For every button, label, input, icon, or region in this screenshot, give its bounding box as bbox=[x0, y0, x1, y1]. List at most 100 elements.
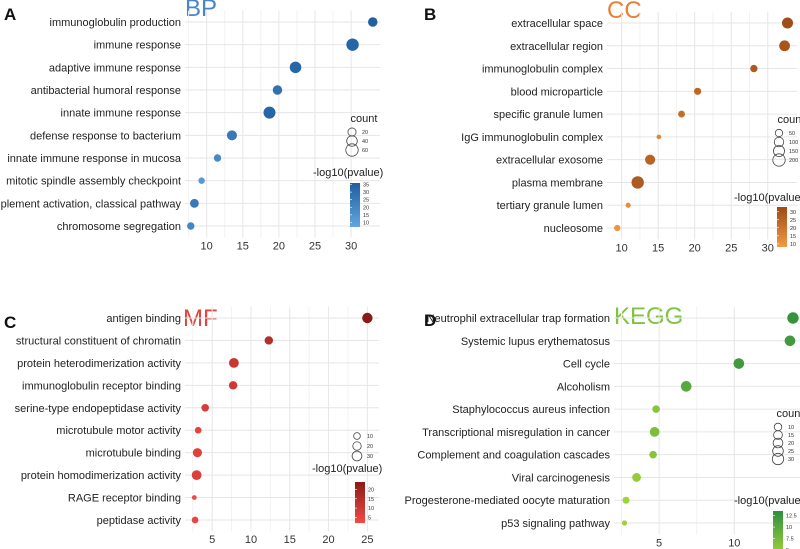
size-legend-label: 10 bbox=[367, 434, 373, 440]
data-point bbox=[622, 496, 630, 504]
data-point bbox=[787, 312, 799, 324]
category-label: mitotic spindle assembly checkpoint bbox=[6, 176, 181, 188]
category-label: extracellular space bbox=[511, 18, 603, 30]
x-tick-label: 30 bbox=[345, 240, 357, 252]
x-tick-label: 25 bbox=[361, 534, 373, 546]
category-label: defense response to bacterium bbox=[30, 130, 181, 142]
size-legend-label: 15 bbox=[788, 433, 794, 439]
x-tick-label: 25 bbox=[725, 242, 737, 254]
category-label: protein heterodimerization activity bbox=[17, 358, 181, 370]
color-legend-title: -log10(pvalue) bbox=[734, 192, 800, 204]
category-label: immune response bbox=[94, 40, 181, 52]
color-legend-label: 10 bbox=[363, 220, 369, 226]
color-legend-label: 12.5 bbox=[786, 514, 797, 520]
x-tick-label: 5 bbox=[209, 534, 215, 546]
size-legend-symbol bbox=[771, 452, 785, 466]
color-legend-label: 20 bbox=[368, 487, 374, 493]
x-tick-label: 20 bbox=[273, 240, 285, 252]
color-legend-title: -log10(pvalue) bbox=[734, 495, 800, 507]
data-point bbox=[226, 130, 237, 141]
data-point bbox=[625, 202, 631, 208]
size-legend-label: 20 bbox=[362, 130, 368, 136]
category-label: specific granule lumen bbox=[494, 109, 603, 121]
category-label: Transcriptional misregulation in cancer bbox=[422, 427, 610, 439]
data-point bbox=[213, 154, 222, 162]
size-legend-symbol bbox=[345, 143, 359, 157]
data-point bbox=[614, 224, 621, 232]
category-label: Complement and coagulation cascades bbox=[417, 450, 610, 462]
size-legend-symbol bbox=[772, 153, 786, 167]
data-point bbox=[228, 381, 238, 390]
category-label: microtubule binding bbox=[86, 448, 181, 460]
size-legend-symbol bbox=[352, 441, 362, 451]
size-legend-label: 20 bbox=[367, 444, 373, 450]
category-label: immunoglobulin receptor binding bbox=[22, 380, 181, 392]
x-tick-label: 15 bbox=[652, 242, 664, 254]
size-legend-label: 150 bbox=[789, 149, 798, 155]
size-legend-symbol bbox=[773, 430, 783, 440]
size-legend-symbol bbox=[346, 135, 358, 147]
size-legend-symbol bbox=[772, 445, 784, 457]
data-point bbox=[649, 427, 660, 437]
size-legend-symbol bbox=[773, 422, 783, 432]
color-legend-label: 30 bbox=[363, 190, 369, 196]
data-point bbox=[189, 198, 199, 208]
category-label: serine-type endopeptidase activity bbox=[15, 403, 182, 415]
size-legend-symbol bbox=[773, 145, 785, 157]
category-label: blood microparticle bbox=[511, 86, 603, 98]
category-label: RAGE receptor binding bbox=[68, 493, 181, 505]
color-legend-label: 35 bbox=[363, 183, 369, 189]
size-legend-label: 100 bbox=[789, 140, 798, 146]
data-point bbox=[781, 17, 794, 29]
size-legend-label: 10 bbox=[788, 425, 794, 431]
data-point bbox=[192, 448, 202, 458]
size-legend-label: 50 bbox=[789, 131, 795, 137]
x-tick-label: 10 bbox=[201, 240, 213, 252]
size-legend-label: 30 bbox=[788, 457, 794, 463]
data-point bbox=[784, 335, 796, 347]
data-point bbox=[656, 134, 662, 140]
color-legend-label: 25 bbox=[363, 198, 369, 204]
data-point bbox=[191, 470, 202, 481]
data-point bbox=[191, 516, 199, 524]
size-legend-symbol bbox=[772, 437, 784, 449]
panel-title: CC bbox=[607, 0, 642, 24]
size-legend-label: 60 bbox=[362, 148, 368, 154]
category-label: immunoglobulin complex bbox=[482, 64, 604, 76]
data-point bbox=[621, 520, 628, 526]
data-point bbox=[272, 85, 283, 95]
color-legend-label: 30 bbox=[790, 210, 796, 216]
data-point bbox=[228, 357, 239, 368]
panel-letter: D bbox=[424, 311, 436, 330]
size-legend-title: count bbox=[777, 408, 800, 420]
category-label: innate immune response in mucosa bbox=[7, 153, 182, 165]
size-legend-label: 40 bbox=[362, 139, 368, 145]
size-legend-label: 200 bbox=[789, 158, 798, 164]
color-legend-bar bbox=[777, 207, 787, 247]
category-label: p53 signaling pathway bbox=[501, 518, 610, 530]
data-point bbox=[694, 87, 702, 95]
color-legend-bar bbox=[773, 511, 783, 549]
data-point bbox=[678, 110, 685, 118]
data-point bbox=[631, 176, 644, 189]
color-legend-label: 20 bbox=[790, 226, 796, 232]
category-label: complement activation, classical pathway bbox=[0, 198, 181, 210]
x-tick-label: 20 bbox=[689, 242, 701, 254]
data-point bbox=[733, 358, 745, 369]
x-tick-label: 10 bbox=[245, 534, 257, 546]
data-point bbox=[289, 61, 302, 74]
category-label: chromosome segregation bbox=[57, 221, 181, 233]
color-legend-title: -log10(pvalue) bbox=[313, 167, 383, 179]
size-legend-symbol bbox=[774, 128, 784, 138]
category-label: Alcoholism bbox=[557, 381, 610, 393]
category-label: IgG immunoglobulin complex bbox=[461, 132, 603, 144]
x-tick-label: 15 bbox=[284, 534, 296, 546]
color-legend-title: -log10(pvalue) bbox=[312, 463, 382, 475]
color-legend-label: 7.5 bbox=[786, 537, 794, 543]
category-label: antigen binding bbox=[106, 313, 181, 325]
category-label: peptidase activity bbox=[97, 515, 182, 527]
panel-title: BP bbox=[185, 0, 217, 22]
